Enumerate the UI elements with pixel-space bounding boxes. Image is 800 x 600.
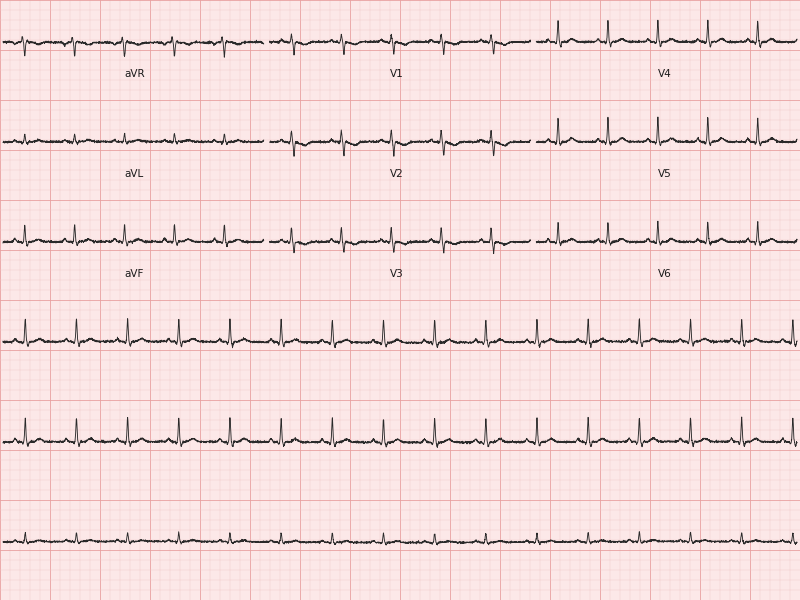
Text: aVF: aVF [124, 269, 143, 279]
Text: V2: V2 [390, 169, 404, 179]
Text: V1: V1 [390, 69, 404, 79]
Text: aVR: aVR [124, 69, 145, 79]
Text: aVL: aVL [124, 169, 143, 179]
Text: V5: V5 [658, 169, 671, 179]
Text: V4: V4 [658, 69, 671, 79]
Text: V3: V3 [390, 269, 404, 279]
Text: V6: V6 [658, 269, 671, 279]
